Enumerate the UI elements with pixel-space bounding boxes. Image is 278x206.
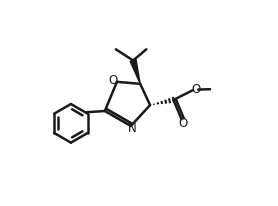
- Polygon shape: [130, 60, 140, 84]
- Text: N: N: [128, 122, 136, 135]
- Text: O: O: [192, 83, 201, 96]
- Text: O: O: [178, 117, 187, 130]
- Text: O: O: [109, 74, 118, 87]
